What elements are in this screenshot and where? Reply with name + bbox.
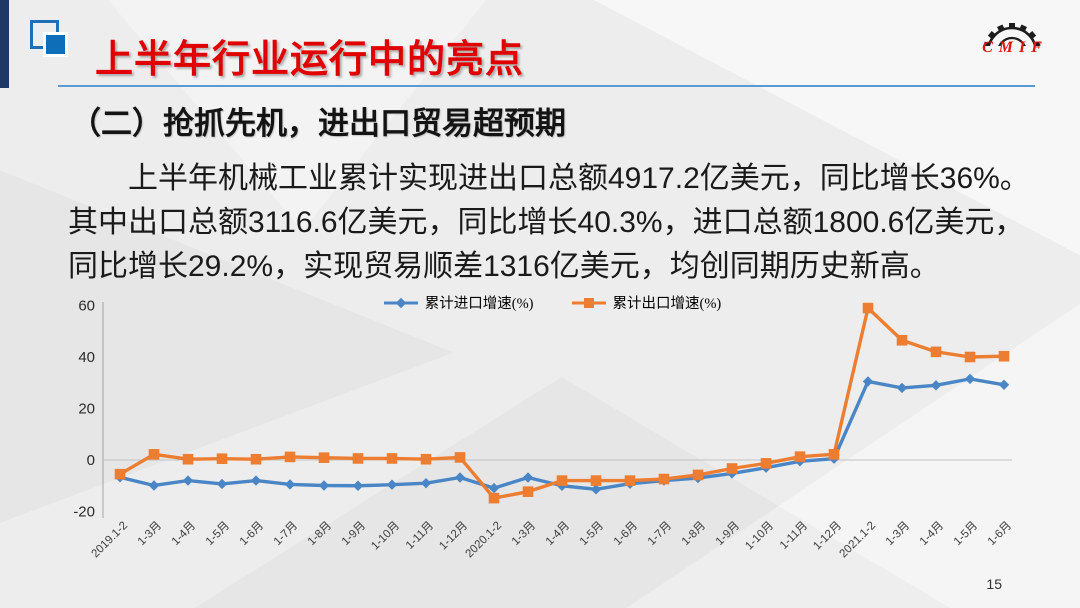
svg-text:1-7月: 1-7月 [272,520,300,548]
svg-text:40: 40 [78,349,95,366]
title-squares-icon [30,20,70,60]
svg-text:-20: -20 [73,504,95,521]
svg-text:1-3月: 1-3月 [136,520,164,548]
svg-text:1-12月: 1-12月 [811,520,844,553]
svg-text:60: 60 [78,298,95,315]
body-line: 同比增长29.2%，实现贸易顺差1316亿美元，均创同期历史新高。 [68,250,940,283]
svg-text:1-5月: 1-5月 [952,520,980,548]
svg-text:1-3月: 1-3月 [510,520,538,548]
body-paragraph: 上半年机械工业累计实现进出口总额4917.2亿美元，同比增长36%。 其中出口总… [68,157,1030,289]
body-line: 上半年机械工业累计实现进出口总额4917.2亿美元，同比增长36%。 [128,162,1030,195]
svg-text:0: 0 [87,452,95,469]
svg-text:1-9月: 1-9月 [340,520,368,548]
cmif-logo: CMIF [968,12,1056,66]
svg-text:20: 20 [78,401,95,418]
svg-text:1-8月: 1-8月 [306,520,334,548]
svg-text:1-10月: 1-10月 [743,520,776,553]
section-heading: （二）抢抓先机，进出口贸易超预期 [70,106,566,141]
chart-legend: 累计进口增速(%) 累计出口增速(%) [50,292,1055,313]
svg-text:1-10月: 1-10月 [369,520,402,553]
svg-text:1-5月: 1-5月 [204,520,232,548]
legend-item-import: 累计进口增速(%) [383,292,534,313]
svg-text:2021.1-2: 2021.1-2 [838,520,879,561]
line-chart: 累计进口增速(%) 累计出口增速(%) 60 40 20 0 -20 2019.1-2 1-… [50,288,1055,593]
export-series-marker-icon [571,297,606,308]
legend-label-import: 累计进口增速(%) [424,296,534,312]
slide-title: 上半年行业运行中的亮点 [95,39,525,81]
svg-text:1-12月: 1-12月 [437,520,470,553]
svg-text:2020.1-2: 2020.1-2 [464,520,505,561]
svg-text:1-6月: 1-6月 [986,520,1014,548]
svg-text:1-11月: 1-11月 [778,520,810,552]
import-series-marker-icon [383,297,418,308]
page-number: 15 [986,576,1002,592]
filled-square-icon [43,32,68,57]
svg-text:1-9月: 1-9月 [714,520,742,548]
svg-text:2019.1-2: 2019.1-2 [90,520,131,561]
left-accent-bar [0,0,9,88]
svg-text:1-6月: 1-6月 [612,520,640,548]
svg-text:1-7月: 1-7月 [646,520,674,548]
title-underline [58,85,1035,87]
logo-text: CMIF [982,39,1048,56]
body-line: 其中出口总额3116.6亿美元，同比增长40.3%，进口总额1800.6亿美元， [68,206,1025,239]
legend-item-export: 累计出口增速(%) [571,292,722,313]
svg-text:1-6月: 1-6月 [238,520,266,548]
svg-text:1-4月: 1-4月 [918,520,946,548]
svg-text:1-8月: 1-8月 [680,520,708,548]
svg-text:1-11月: 1-11月 [404,520,436,552]
legend-label-export: 累计出口增速(%) [612,296,722,312]
svg-text:1-5月: 1-5月 [578,520,606,548]
svg-text:1-4月: 1-4月 [170,520,198,548]
gear-icon [983,23,1041,46]
svg-text:1-4月: 1-4月 [544,520,572,548]
svg-text:1-3月: 1-3月 [884,520,912,548]
